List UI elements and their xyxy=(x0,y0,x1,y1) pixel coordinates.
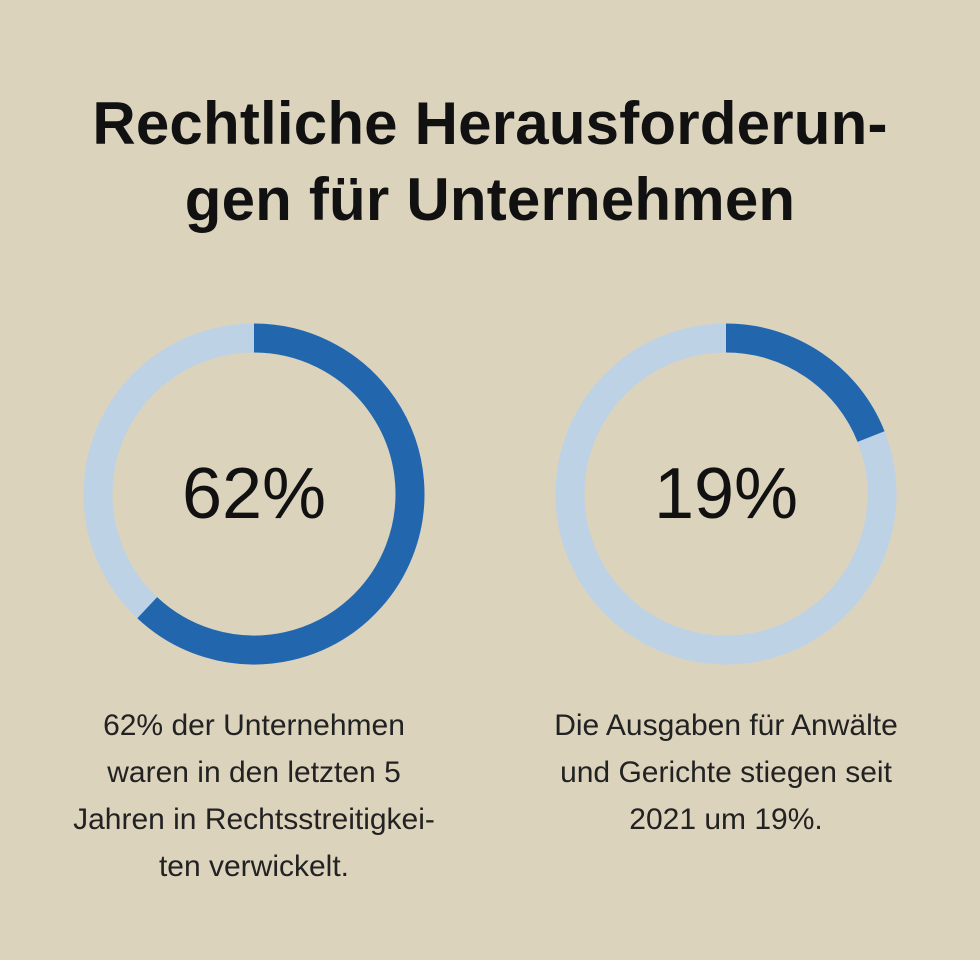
donut-chart-62: 62% xyxy=(82,322,426,666)
caption-line: 2021 um 19%. xyxy=(629,803,823,836)
page-title-line-2: gen für Unternehmen xyxy=(184,166,796,233)
donut-chart-19-svg xyxy=(555,323,897,665)
caption-line: Jahren in Rechtsstreitigkei- xyxy=(73,803,435,836)
donut-value-label: 19% xyxy=(653,454,799,534)
caption-legal-costs: Die Ausgaben für Anwälte und Gerichte st… xyxy=(506,702,946,843)
caption-line: und Gerichte stiegen seit xyxy=(560,756,892,789)
caption-line: 62% der Unternehmen xyxy=(103,709,405,742)
donut-value-label: 62% xyxy=(181,454,327,534)
page-title: Rechtliche Herausforderun- gen für Unter… xyxy=(20,86,960,238)
page-title-line-1: Rechtliche Herausforderun- xyxy=(92,90,888,157)
caption-line: Die Ausgaben für Anwälte xyxy=(554,709,898,742)
donut-chart-62-svg xyxy=(83,323,425,665)
donut-chart-19: 19% xyxy=(554,322,898,666)
caption-line: waren in den letzten 5 xyxy=(107,756,401,789)
caption-litigation: 62% der Unternehmen waren in den letzten… xyxy=(34,702,474,890)
donut-arc xyxy=(725,323,885,443)
donut-arc xyxy=(137,323,425,665)
caption-line: ten verwickelt. xyxy=(158,850,350,883)
